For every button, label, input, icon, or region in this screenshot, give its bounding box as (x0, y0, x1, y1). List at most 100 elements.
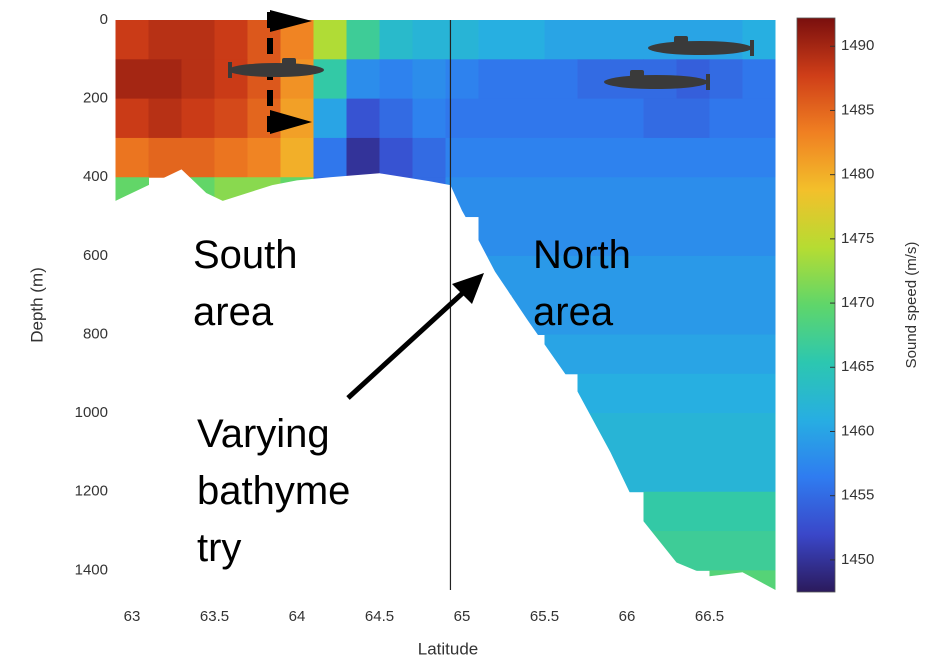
cell (709, 98, 743, 139)
cell (544, 59, 578, 100)
cell (577, 20, 611, 60)
submarine (604, 70, 710, 90)
colorbar-scale (796, 17, 836, 593)
cell (742, 334, 776, 375)
x-tick-label: 63.5 (200, 608, 229, 625)
cell (346, 98, 380, 139)
cell (445, 98, 479, 139)
cell (577, 59, 611, 100)
colorbar-tick-label: 1475 (841, 230, 874, 247)
cell (412, 20, 446, 60)
cell (577, 334, 611, 375)
cell (610, 295, 644, 335)
y-tick-label: 200 (83, 90, 108, 107)
cell (676, 531, 710, 571)
cell (709, 216, 743, 257)
y-axis-label: Depth (m) (27, 267, 46, 343)
annotation: area (193, 290, 274, 334)
cell (709, 59, 743, 100)
cell (445, 59, 479, 100)
cell (478, 59, 512, 100)
cell (280, 137, 314, 178)
cell (643, 177, 677, 218)
cell (643, 295, 677, 335)
colorbar-tick-label: 1470 (841, 294, 874, 311)
cell (544, 216, 578, 257)
cell (445, 137, 479, 178)
annotation: Varying (197, 412, 330, 456)
cell (709, 255, 743, 296)
cell (577, 98, 611, 139)
annotation: try (197, 526, 241, 570)
cell (544, 98, 578, 139)
colorbar-tick-label: 1455 (841, 487, 874, 504)
cell (478, 20, 512, 60)
cell (478, 98, 512, 139)
colorbar-tick-label: 1490 (841, 37, 874, 54)
cell (709, 334, 743, 375)
cell (214, 20, 248, 60)
x-tick-label: 63 (124, 608, 141, 625)
x-axis-label: Latitude (418, 639, 479, 658)
cell (544, 137, 578, 178)
cell (709, 373, 743, 414)
annotation: South (193, 233, 298, 277)
cell (742, 98, 776, 139)
annotation: bathyme (197, 469, 350, 513)
cell (742, 20, 776, 60)
cell (445, 20, 479, 60)
cell (676, 216, 710, 257)
cell (709, 295, 743, 335)
cell (610, 98, 644, 139)
y-tick-label: 1000 (75, 404, 108, 421)
cell (313, 59, 347, 100)
cell (610, 216, 644, 257)
x-tick-label: 65 (454, 608, 471, 625)
x-tick-label: 64.5 (365, 608, 394, 625)
cell (511, 137, 545, 178)
cell (379, 137, 413, 178)
cell (313, 98, 347, 139)
y-tick-label: 1200 (75, 483, 108, 500)
flag (270, 10, 312, 32)
cell (511, 59, 545, 100)
cell (511, 255, 545, 296)
cell (346, 59, 380, 100)
colorbar: 1450 1455 1460 1465 1470 1475 1480 1485 1490 (796, 17, 874, 593)
colorbar-tick-label: 1480 (841, 166, 874, 183)
cell (544, 295, 578, 335)
cell (643, 98, 677, 139)
cell (577, 255, 611, 296)
cell (313, 20, 347, 60)
cell (643, 216, 677, 257)
cell (742, 255, 776, 296)
cell (709, 177, 743, 218)
cell (610, 373, 644, 414)
cell (709, 452, 743, 493)
submarine (648, 36, 754, 56)
flag (270, 110, 312, 134)
cell (676, 295, 710, 335)
colorbar-tick-label: 1485 (841, 101, 874, 118)
colorbar-label: Sound speed (m/s) (903, 242, 920, 369)
cell (676, 334, 710, 375)
cell (115, 20, 149, 60)
annotation: area (533, 290, 614, 334)
cell (181, 59, 215, 100)
cell (577, 177, 611, 218)
cell (610, 177, 644, 218)
cell (676, 137, 710, 178)
cell (346, 20, 380, 60)
cell (346, 137, 380, 178)
colorbar-tick-label: 1460 (841, 422, 874, 439)
cell (577, 137, 611, 178)
cell (412, 137, 446, 178)
cell (643, 452, 677, 493)
arrow-head (452, 273, 484, 304)
annotation: North (533, 233, 631, 277)
cell (709, 491, 743, 532)
cell (577, 295, 611, 335)
cell (676, 98, 710, 139)
cell (643, 491, 677, 532)
x-tick-label: 66.5 (695, 608, 724, 625)
